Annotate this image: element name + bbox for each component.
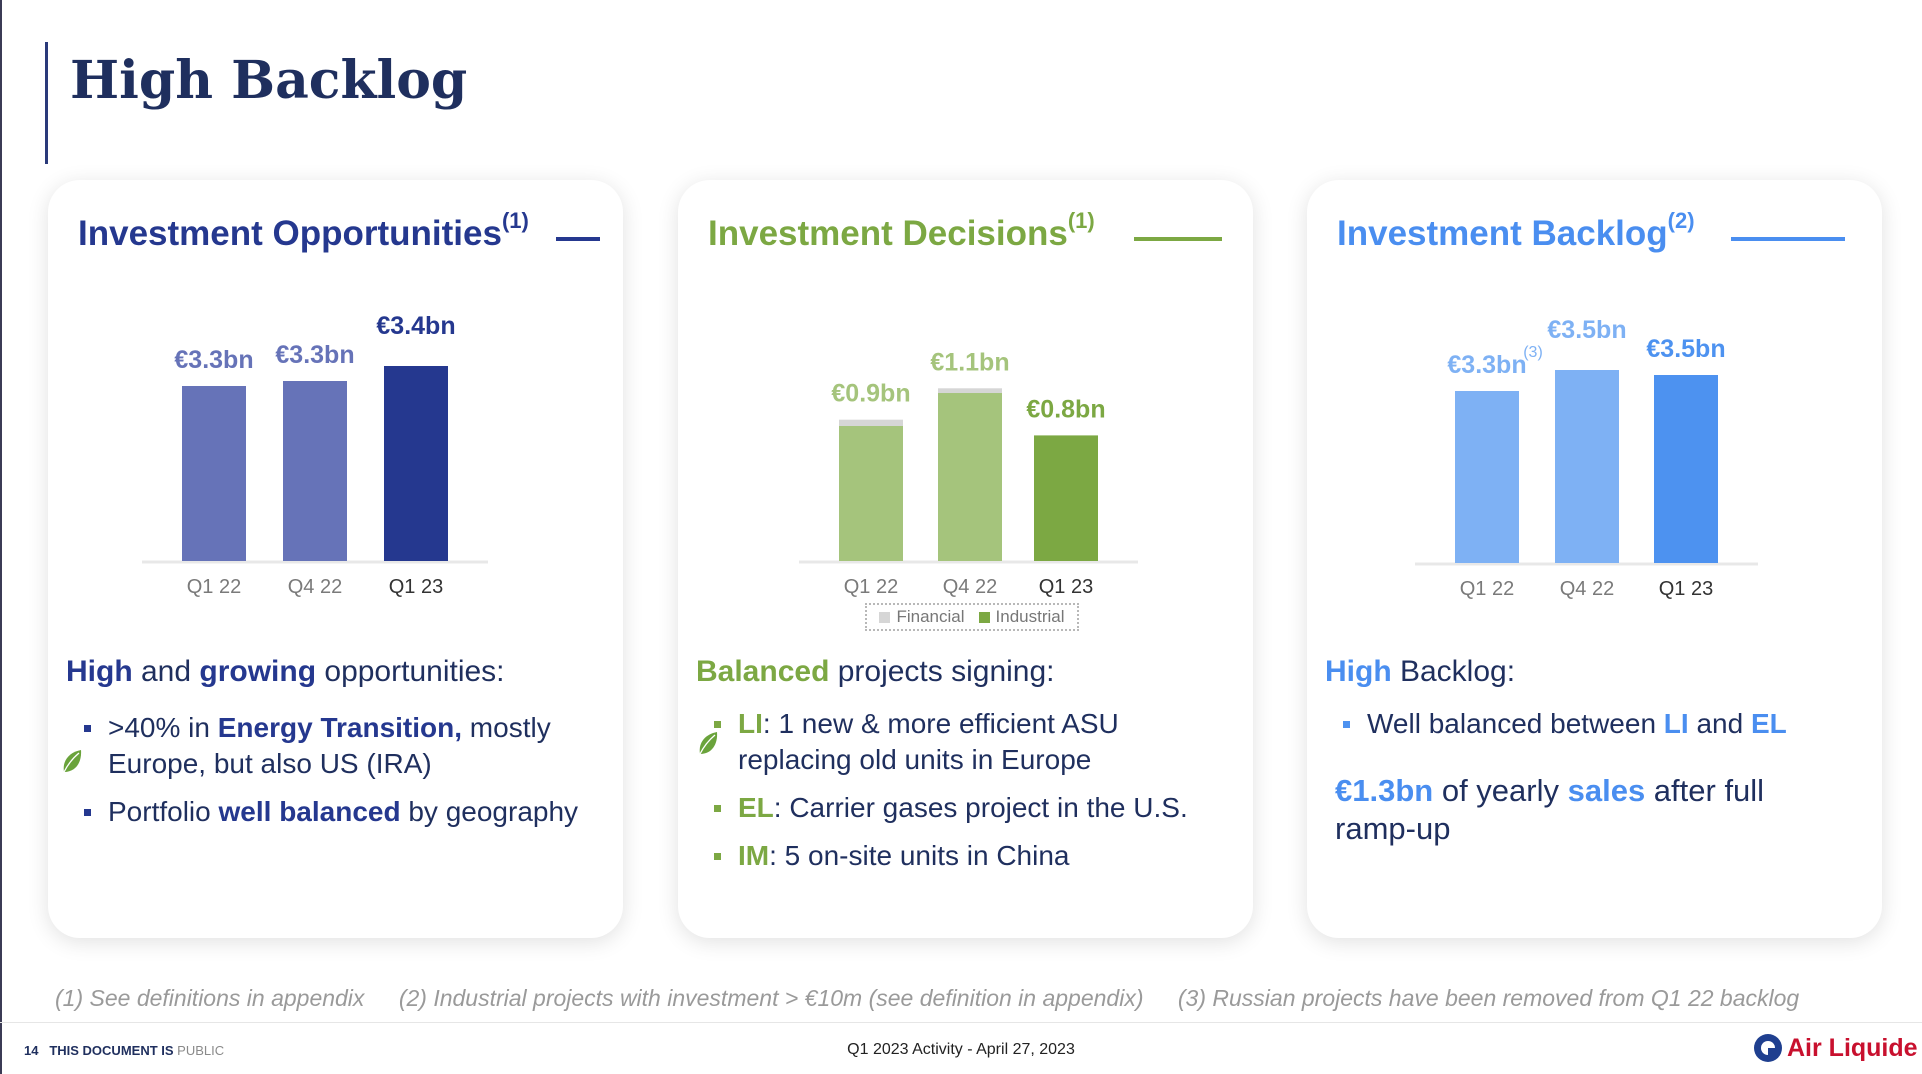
card-title: Investment Backlog(2) bbox=[1337, 208, 1695, 253]
card-investment-decisions: Investment Decisions(1) €0.9bn Q1 22 €1.1b… bbox=[678, 180, 1253, 938]
bullet-item: EL: Carrier gases project in the U.S. bbox=[714, 790, 1234, 826]
x-tick-label: Q1 22 bbox=[187, 576, 241, 598]
x-tick-label: Q4 22 bbox=[288, 576, 342, 598]
bullet-item: Portfolio well balanced by geography bbox=[84, 794, 584, 830]
page-title: High Backlog bbox=[70, 50, 468, 111]
data-label: €3.3bn bbox=[275, 341, 354, 369]
legend-item-industrial: Industrial bbox=[978, 607, 1065, 627]
bullet-list: LI: 1 new & more efficient ASU replacing… bbox=[714, 706, 1234, 886]
data-label: €0.8bn bbox=[1026, 395, 1105, 423]
investment-opportunities-chart: €3.3bn Q1 22 €3.3bn Q4 22 €3.4bn Q1 23 bbox=[142, 312, 488, 598]
footer-left: 14 THIS DOCUMENT IS PUBLIC bbox=[24, 1043, 224, 1058]
title-underline bbox=[1731, 237, 1845, 241]
card-headline: High and growing opportunities: bbox=[66, 655, 505, 688]
event-label: Q1 2023 Activity - April 27, 2023 bbox=[847, 1041, 1075, 1058]
air-liquide-logo: Air Liquide bbox=[1753, 1033, 1918, 1063]
data-label: €3.4bn bbox=[376, 312, 455, 340]
bar bbox=[1654, 375, 1718, 563]
doc-label: THIS DOCUMENT IS bbox=[49, 1043, 174, 1058]
bar bbox=[283, 381, 347, 561]
investment-backlog-chart: €3.3bn(3) Q1 22 €3.5bn Q4 22 €3.5bn Q1 23 bbox=[1415, 316, 1758, 600]
leaf-icon bbox=[699, 732, 718, 755]
card-investment-opportunities: Investment Opportunities(1) €3.3bn Q1 22 €… bbox=[48, 180, 623, 938]
data-label: €3.5bn bbox=[1547, 316, 1626, 344]
x-tick-label: Q1 22 bbox=[844, 576, 898, 598]
bar-industrial bbox=[938, 393, 1002, 561]
bar-industrial bbox=[839, 425, 903, 561]
bar-financial bbox=[839, 419, 903, 426]
x-tick-label: Q4 22 bbox=[1560, 578, 1614, 600]
bullet-list: Well balanced between LI and EL bbox=[1343, 706, 1863, 754]
bullet-item: Well balanced between LI and EL bbox=[1343, 706, 1863, 742]
data-label-sup: (3) bbox=[1523, 344, 1543, 361]
x-tick-label: Q1 23 bbox=[389, 576, 443, 598]
footer: 14 THIS DOCUMENT IS PUBLIC Q1 2023 Activ… bbox=[0, 1022, 1922, 1074]
x-tick-label: Q1 23 bbox=[1039, 576, 1093, 598]
title-underline bbox=[556, 237, 600, 241]
bullet-list: >40% in Energy Transition, mostly Europe… bbox=[84, 710, 584, 842]
yearly-sales-statement: €1.3bn of yearly sales after full ramp-u… bbox=[1335, 773, 1765, 846]
bar bbox=[1555, 370, 1619, 563]
logo-text: Air Liquide bbox=[1787, 1033, 1918, 1062]
bar bbox=[1455, 391, 1519, 563]
bar-financial bbox=[938, 388, 1002, 394]
bar bbox=[182, 386, 246, 561]
classification-label: PUBLIC bbox=[177, 1043, 225, 1058]
data-label: €3.3bn bbox=[1447, 351, 1526, 379]
footnote-3: (3) Russian projects have been removed f… bbox=[1177, 985, 1800, 1011]
data-label: €0.9bn bbox=[831, 380, 910, 408]
data-label: €3.3bn bbox=[174, 346, 253, 374]
data-label: €1.1bn bbox=[930, 348, 1009, 376]
card-headline: High Backlog: bbox=[1325, 655, 1516, 688]
frame-left-border bbox=[0, 0, 2, 1074]
card-title: Investment Decisions(1) bbox=[708, 208, 1095, 253]
chart-legend: Financial Industrial bbox=[865, 603, 1079, 631]
title-underline bbox=[1134, 237, 1222, 241]
footnote-1: (1) See definitions in appendix bbox=[55, 985, 365, 1011]
footnotes: (1) See definitions in appendix (2) Indu… bbox=[55, 985, 1827, 1012]
bar bbox=[384, 366, 448, 561]
title-accent-bar bbox=[45, 42, 48, 164]
card-title: Investment Opportunities(1) bbox=[78, 208, 529, 253]
x-tick-label: Q1 23 bbox=[1659, 578, 1713, 600]
bar-industrial bbox=[1034, 435, 1098, 561]
bullet-item: LI: 1 new & more efficient ASU replacing… bbox=[714, 706, 1234, 778]
data-label: €3.5bn bbox=[1646, 335, 1725, 363]
leaf-icon bbox=[63, 750, 82, 773]
x-tick-label: Q4 22 bbox=[943, 576, 997, 598]
bullet-item: >40% in Energy Transition, mostly Europe… bbox=[84, 710, 584, 782]
legend-item-financial: Financial bbox=[879, 607, 965, 627]
bullet-item: IM: 5 on-site units in China bbox=[714, 838, 1234, 874]
card-investment-backlog: Investment Backlog(2) €3.3bn (3) Q1 22 €3.5… bbox=[1307, 180, 1882, 938]
card-headline: Balanced projects signing: bbox=[696, 655, 1055, 688]
x-tick-label: Q1 22 bbox=[1460, 578, 1514, 600]
investment-decisions-chart: €0.9bn Q1 22 €1.1bn Q4 22 €0.8bn Q1 23 bbox=[799, 348, 1138, 598]
logo-icon bbox=[1754, 1034, 1782, 1062]
footnote-2: (2) Industrial projects with investment … bbox=[398, 985, 1144, 1011]
page-number: 14 bbox=[24, 1043, 39, 1058]
